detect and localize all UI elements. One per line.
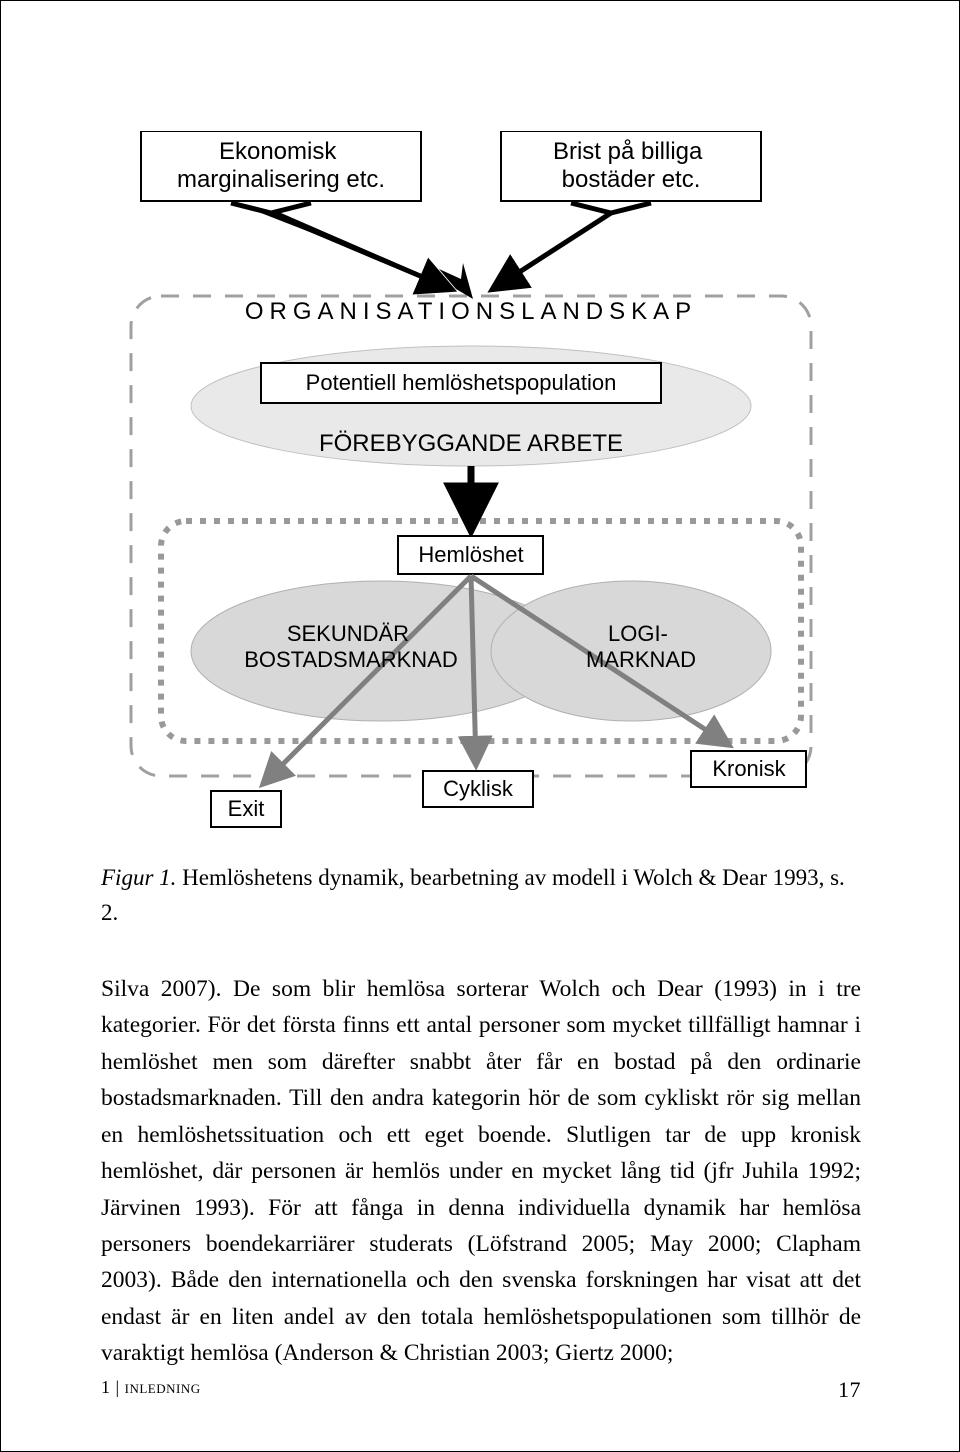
flowchart-svg: Ekonomisk marginalisering etc. Brist på … bbox=[101, 131, 843, 831]
page-footer: 1 | inledning 17 bbox=[101, 1377, 861, 1403]
box-cyklisk-label: Cyklisk bbox=[443, 776, 514, 801]
diagram-container: Ekonomisk marginalisering etc. Brist på … bbox=[101, 131, 843, 831]
box-top-right-label: Brist på billiga bostäder etc. bbox=[553, 138, 709, 193]
caption-prefix: Figur 1. bbox=[101, 865, 176, 890]
box-kronisk-label: Kronisk bbox=[712, 756, 786, 781]
footer-chapter-label: inledning bbox=[125, 1377, 201, 1397]
footer-divider: | bbox=[116, 1377, 125, 1397]
org-title: ORGANISATIONSLANDSKAP bbox=[245, 298, 697, 325]
figure-caption: Figur 1. Hemlöshetens dynamik, bearbetni… bbox=[101, 861, 861, 930]
footer-chapter-num: 1 bbox=[101, 1377, 111, 1397]
box-exit-label: Exit bbox=[228, 796, 265, 821]
footer-page-number: 17 bbox=[838, 1377, 861, 1403]
box-potentiell-label: Potentiell hemlöshetspopulation bbox=[306, 370, 617, 395]
box-hemloshet-label: Hemlöshet bbox=[418, 542, 523, 567]
caption-text: Hemlöshetens dynamik, bearbetning av mod… bbox=[101, 865, 845, 925]
forebyggande-label: FÖREBYGGANDE ARBETE bbox=[319, 430, 623, 457]
arrow-top-left-head bbox=[439, 263, 473, 299]
body-paragraph: Silva 2007). De som blir hemlösa sortera… bbox=[101, 971, 861, 1372]
page: Ekonomisk marginalisering etc. Brist på … bbox=[0, 0, 960, 1452]
